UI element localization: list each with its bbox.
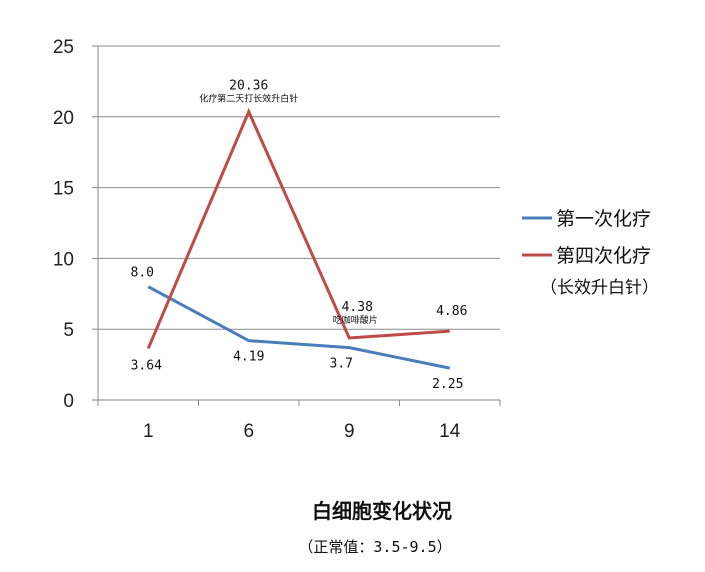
y-tick-label: 0	[63, 391, 74, 412]
legend: 第一次化疗 第四次化疗 （长效升白针）	[522, 208, 659, 298]
annotation-note: 吃咖啡酸片	[333, 314, 378, 326]
data-label: 20.36	[229, 79, 268, 94]
x-tick-label: 14	[439, 421, 461, 442]
gridlines	[92, 45, 501, 406]
x-tick-label: 6	[243, 421, 254, 442]
legend-label-series-2: 第四次化疗	[556, 245, 651, 267]
series-line-2	[146, 107, 450, 350]
data-label: 2.25	[432, 377, 463, 392]
data-label: 3.7	[330, 357, 353, 372]
x-tick-label: 9	[344, 421, 355, 442]
legend-label-series-1: 第一次化疗	[556, 208, 651, 230]
chart-subtitle: （正常值：3.5-9.5）	[298, 538, 451, 556]
legend-label-series-2-note: （长效升白针）	[540, 278, 659, 298]
data-labels: 8.0 4.19 3.7 2.25 3.64 20.36 4.38 4.86	[131, 79, 468, 392]
y-tick-label: 5	[63, 320, 74, 341]
annotation-note: 化疗第二天打长效升白针	[199, 93, 298, 105]
data-label: 4.38	[342, 300, 373, 315]
axes	[97, 46, 500, 401]
y-tick-label: 20	[53, 108, 74, 129]
x-tick-label: 1	[143, 421, 154, 442]
data-label: 4.86	[436, 304, 467, 319]
y-tick-labels: 0 5 10 15 20 25	[53, 37, 74, 412]
data-label: 8.0	[131, 266, 154, 281]
x-tick-labels: 1 6 9 14	[143, 421, 461, 442]
y-tick-label: 15	[53, 179, 74, 200]
chart-title: 白细胞变化状况	[312, 499, 452, 523]
y-tick-label: 10	[53, 249, 74, 270]
series-lines	[146, 107, 451, 370]
data-label: 3.64	[131, 358, 162, 373]
y-tick-label: 25	[53, 37, 74, 58]
data-label: 4.19	[233, 350, 264, 365]
series-line-1	[147, 285, 451, 370]
